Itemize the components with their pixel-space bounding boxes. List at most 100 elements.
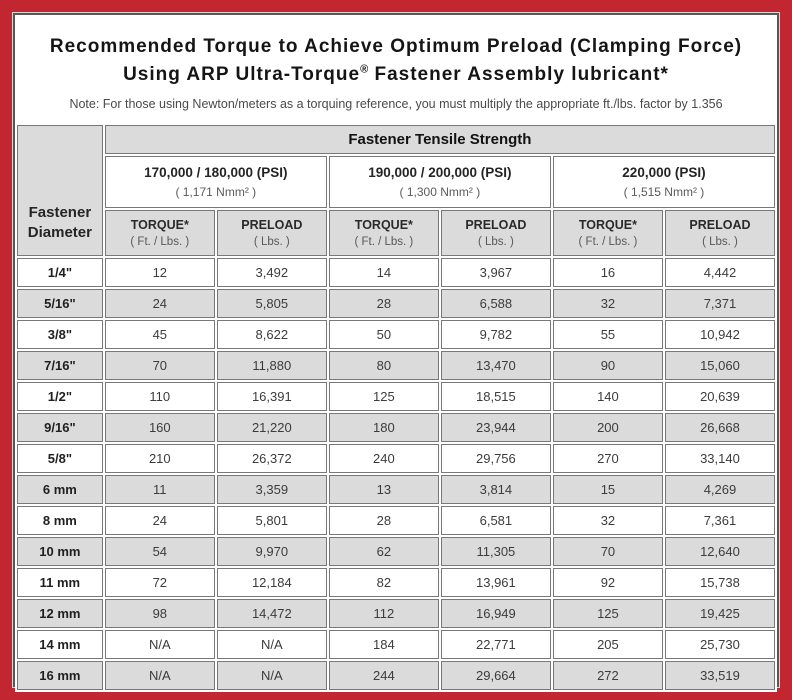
row-header-diameter: 5/16" <box>17 289 103 319</box>
table-row: 5/8" 210 26,372 240 29,756 270 33,140 <box>17 444 775 474</box>
preload-column-header: PRELOAD ( Lbs. ) <box>664 210 775 257</box>
table-cell: 210 <box>104 444 215 474</box>
table-cell: 21,220 <box>216 413 327 443</box>
table-cell: 3,967 <box>440 258 551 288</box>
tensile-strength-banner: Fastener Tensile Strength <box>104 125 775 155</box>
row-header-diameter: 1/2" <box>17 382 103 412</box>
title-block: Recommended Torque to Achieve Optimum Pr… <box>15 15 777 123</box>
table-cell: 13 <box>328 475 439 505</box>
table-cell: 62 <box>328 537 439 567</box>
table-cell: 12 <box>104 258 215 288</box>
row-header-diameter: 14 mm <box>17 630 103 660</box>
table-cell: 50 <box>328 320 439 350</box>
row-header-diameter: 8 mm <box>17 506 103 536</box>
table-cell: 7,361 <box>664 506 775 536</box>
table-cell: 28 <box>328 289 439 319</box>
psi-group-190-200: 190,000 / 200,000 (PSI) ( 1,300 Nmm² ) <box>328 156 551 209</box>
table-cell: 70 <box>552 537 663 567</box>
table-cell: 13,470 <box>440 351 551 381</box>
table-cell: 33,519 <box>664 661 775 691</box>
preload-column-header: PRELOAD ( Lbs. ) <box>440 210 551 257</box>
table-cell: 15,060 <box>664 351 775 381</box>
table-row: 6 mm 11 3,359 13 3,814 15 4,269 <box>17 475 775 505</box>
table-cell: 13,961 <box>440 568 551 598</box>
table-cell: 24 <box>104 506 215 536</box>
table-cell: 92 <box>552 568 663 598</box>
torque-column-header: TORQUE* ( Ft. / Lbs. ) <box>328 210 439 257</box>
fastener-diameter-header: Fastener Diameter <box>17 125 103 257</box>
table-cell: 90 <box>552 351 663 381</box>
table-cell: 70 <box>104 351 215 381</box>
torque-column-header: TORQUE* ( Ft. / Lbs. ) <box>104 210 215 257</box>
table-cell: 140 <box>552 382 663 412</box>
table-cell: 15 <box>552 475 663 505</box>
table-cell: 25,730 <box>664 630 775 660</box>
table-cell: 26,372 <box>216 444 327 474</box>
table-row: 11 mm 72 12,184 82 13,961 92 15,738 <box>17 568 775 598</box>
table-row: 12 mm 98 14,472 112 16,949 125 19,425 <box>17 599 775 629</box>
table-cell: 4,269 <box>664 475 775 505</box>
table-cell: 125 <box>552 599 663 629</box>
psi-group-row: 170,000 / 180,000 (PSI) ( 1,171 Nmm² ) 1… <box>17 156 775 209</box>
table-cell: 23,944 <box>440 413 551 443</box>
table-cell: 240 <box>328 444 439 474</box>
title-line-2: Using ARP Ultra-Torque® Fastener Assembl… <box>123 63 669 85</box>
table-row: 7/16" 70 11,880 80 13,470 90 15,060 <box>17 351 775 381</box>
table-cell: 6,581 <box>440 506 551 536</box>
table-cell: 3,492 <box>216 258 327 288</box>
page-title: Recommended Torque to Achieve Optimum Pr… <box>23 33 769 88</box>
table-row: 5/16" 24 5,805 28 6,588 32 7,371 <box>17 289 775 319</box>
table-cell: 18,515 <box>440 382 551 412</box>
psi-group-170-180: 170,000 / 180,000 (PSI) ( 1,171 Nmm² ) <box>104 156 327 209</box>
psi-group-220: 220,000 (PSI) ( 1,515 Nmm² ) <box>552 156 775 209</box>
table-cell: 9,970 <box>216 537 327 567</box>
table-cell: 16,391 <box>216 382 327 412</box>
row-header-diameter: 6 mm <box>17 475 103 505</box>
table-cell: 14,472 <box>216 599 327 629</box>
row-header-diameter: 16 mm <box>17 661 103 691</box>
row-header-diameter: 5/8" <box>17 444 103 474</box>
table-cell: 16,949 <box>440 599 551 629</box>
table-row: 1/2" 110 16,391 125 18,515 140 20,639 <box>17 382 775 412</box>
preload-column-header: PRELOAD ( Lbs. ) <box>216 210 327 257</box>
table-row: 3/8" 45 8,622 50 9,782 55 10,942 <box>17 320 775 350</box>
table-row: 16 mm N/A N/A 244 29,664 272 33,519 <box>17 661 775 691</box>
conversion-note: Note: For those using Newton/meters as a… <box>69 97 723 112</box>
torque-spec-table: Fastener Diameter Fastener Tensile Stren… <box>15 123 777 693</box>
table-cell: 6,588 <box>440 289 551 319</box>
table-cell: N/A <box>216 661 327 691</box>
table-cell: 160 <box>104 413 215 443</box>
table-cell: 20,639 <box>664 382 775 412</box>
table-cell: 12,184 <box>216 568 327 598</box>
row-header-diameter: 9/16" <box>17 413 103 443</box>
table-cell: 19,425 <box>664 599 775 629</box>
table-cell: 5,805 <box>216 289 327 319</box>
table-cell: 3,814 <box>440 475 551 505</box>
table-cell: 200 <box>552 413 663 443</box>
table-cell: 5,801 <box>216 506 327 536</box>
table-cell: 55 <box>552 320 663 350</box>
table-cell: 15,738 <box>664 568 775 598</box>
column-headers-row: TORQUE* ( Ft. / Lbs. ) PRELOAD ( Lbs. ) … <box>17 210 775 257</box>
table-cell: N/A <box>216 630 327 660</box>
table-cell: 125 <box>328 382 439 412</box>
table-cell: 12,640 <box>664 537 775 567</box>
table-cell: 7,371 <box>664 289 775 319</box>
row-header-diameter: 3/8" <box>17 320 103 350</box>
row-header-diameter: 1/4" <box>17 258 103 288</box>
table-cell: 112 <box>328 599 439 629</box>
row-header-diameter: 12 mm <box>17 599 103 629</box>
table-cell: 3,359 <box>216 475 327 505</box>
table-cell: 82 <box>328 568 439 598</box>
table-cell: 45 <box>104 320 215 350</box>
table-cell: 26,668 <box>664 413 775 443</box>
table-cell: 8,622 <box>216 320 327 350</box>
table-cell: N/A <box>104 661 215 691</box>
table-cell: 10,942 <box>664 320 775 350</box>
table-cell: 28 <box>328 506 439 536</box>
table-cell: 98 <box>104 599 215 629</box>
row-header-diameter: 10 mm <box>17 537 103 567</box>
table-body: 1/4" 12 3,492 14 3,967 16 4,442 5/16" 24 5,805 28 6… <box>17 258 775 691</box>
table-cell: 11,305 <box>440 537 551 567</box>
